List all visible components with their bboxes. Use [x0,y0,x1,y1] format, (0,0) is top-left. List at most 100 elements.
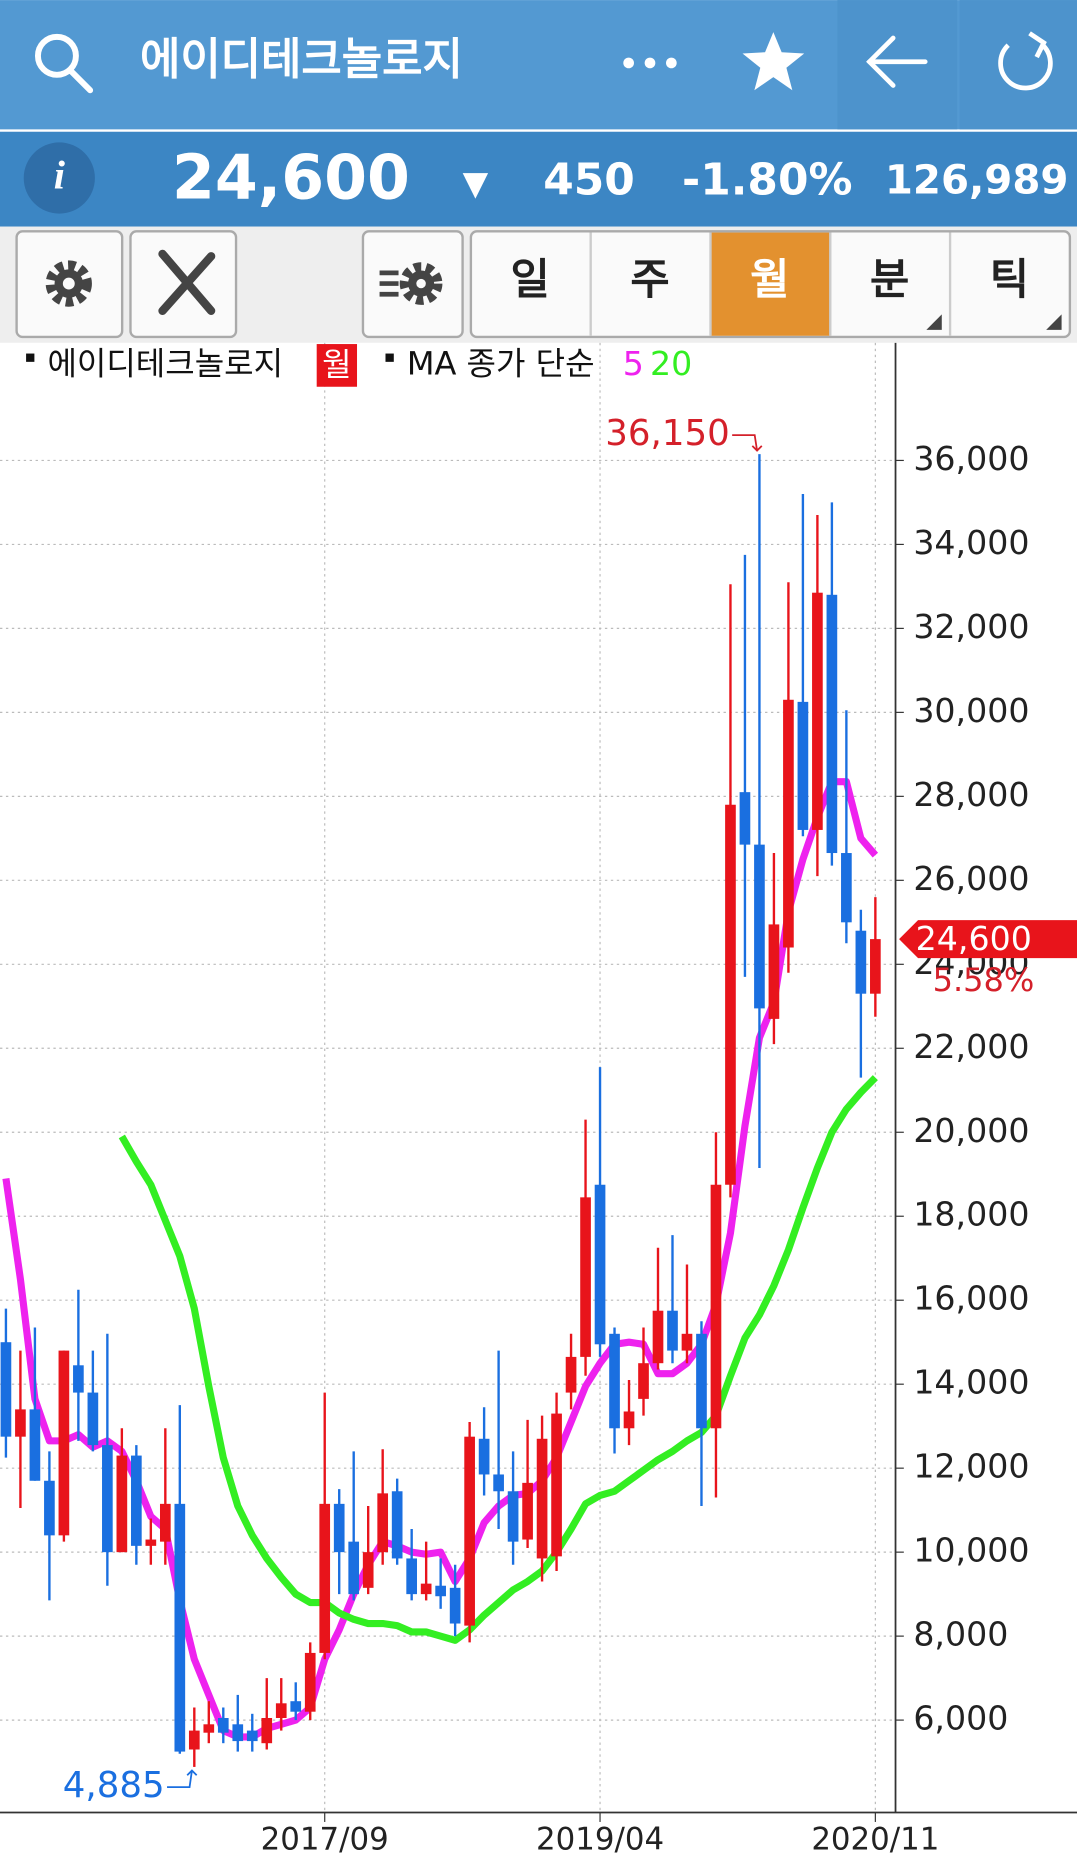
candle-body [667,1310,678,1351]
y-tick-label: 6,000 [913,1699,1008,1738]
candle-body [15,1409,26,1437]
annotation-arrow [732,434,763,452]
candle-body [435,1585,446,1597]
candle-body [290,1701,302,1712]
back-button[interactable] [837,0,958,130]
change-arrow: ▼ [463,164,489,203]
candle-body [580,1197,591,1357]
change-pct: -1.80% [682,155,852,206]
candle-body [507,1491,519,1542]
candle-body [493,1474,504,1492]
candle-body [58,1350,70,1536]
tab-label: 일 [511,255,550,305]
tab-label: 주 [630,255,669,305]
tab-label: 월 [750,255,789,305]
tab-menu-indicator [926,314,942,330]
candle-body [522,1482,533,1540]
candle-body [406,1558,418,1595]
indicator-icon [379,262,443,305]
candle-body [348,1541,360,1595]
y-tick-label: 10,000 [913,1531,1029,1570]
y-tick-label: 30,000 [913,691,1029,730]
candle-body [275,1703,287,1719]
candle-body [754,844,765,1009]
candle-body [594,1184,606,1345]
back-icon [866,35,928,88]
y-tick-label: 34,000 [913,523,1029,562]
x-tick-label: 2020/11 [811,1821,939,1857]
tab-selected[interactable] [710,232,831,336]
change: 450 [543,155,635,206]
candle-body [174,1503,186,1752]
candle-body [420,1583,432,1595]
annotation: 4,885 [63,1765,165,1806]
candle-body [551,1413,562,1557]
candle-body [0,1342,12,1437]
y-tick-label: 36,000 [913,439,1029,478]
search-icon[interactable] [34,33,94,94]
candle-body [304,1652,316,1712]
legend-entry: 5 [623,344,644,383]
annotation-arrow [167,1769,198,1788]
y-tick-label: 14,000 [913,1363,1029,1402]
candle-body [246,1730,258,1742]
candle-body [102,1445,113,1553]
candle-body [261,1718,273,1744]
candle-body [116,1455,128,1553]
candle-body [29,1409,41,1481]
price-tag [899,920,1077,959]
y-tick-label: 32,000 [913,607,1029,646]
info-button[interactable] [23,142,95,214]
y-tick-label: 20,000 [913,1111,1029,1150]
tab-label: 틱 [990,255,1029,305]
y-tick-label: 28,000 [913,775,1029,814]
stock-title: 에이디테크놀로지 [140,34,463,85]
candle-body [609,1333,620,1429]
more-icon[interactable] [623,57,677,69]
refresh-icon [998,31,1053,91]
price-bar [0,131,1077,227]
candle-body [232,1724,244,1742]
ma-line [118,1075,878,1644]
ma-line [2,778,879,1741]
candle-body [870,939,881,994]
candle-body [464,1436,475,1626]
ma-label: MA 종가 단순 [407,344,595,382]
volume: 126,989 [885,157,1069,204]
candle-body [565,1356,577,1393]
candle-body [159,1503,171,1542]
legend-marker [26,353,35,362]
candle-body [797,701,809,830]
candle-body [333,1503,345,1553]
candle-body [812,592,823,830]
gear-icon [45,260,92,307]
candle-body [855,930,867,994]
candle-body [377,1493,389,1553]
star-icon[interactable] [742,32,805,91]
annotation: 36,150 [605,413,730,454]
candle-body [725,804,736,1185]
candle-body [783,699,794,948]
legend-entry: 20 [650,344,692,383]
y-tick-label: 22,000 [913,1027,1029,1066]
candle-body [391,1491,403,1559]
candle-body [623,1411,635,1429]
y-tick-label: 12,000 [913,1447,1029,1486]
candle-body [536,1438,548,1559]
y-tick-label: 16,000 [913,1279,1029,1318]
candle-body [87,1392,99,1446]
tab-label: 분 [870,255,909,305]
x-tick-label: 2017/09 [261,1821,389,1857]
x-tick-label: 2019/04 [536,1821,664,1857]
candle-body [638,1363,649,1399]
y-tick-label: 26,000 [913,859,1029,898]
candle-body [319,1503,331,1653]
refresh-button[interactable] [959,0,1077,130]
candle-body [203,1724,215,1733]
candle-body [841,853,852,923]
candle-body [681,1333,693,1351]
candle-body [768,924,780,1019]
period-label: 월 [322,346,351,384]
